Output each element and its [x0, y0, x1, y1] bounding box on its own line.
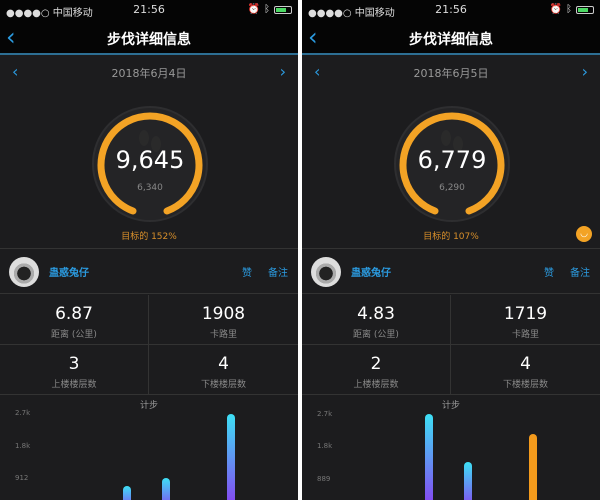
next-day-button[interactable]: › [581, 62, 588, 81]
y-tick-label: 2.7k [15, 408, 31, 417]
stat-value: 6.87 [55, 304, 93, 324]
bluetooth-icon: ᛒ [566, 4, 572, 15]
bluetooth-icon: ᛒ [264, 4, 270, 15]
clock: 21:56 [133, 3, 165, 16]
stat-value: 3 [68, 354, 80, 374]
status-icons: ⏰ ᛒ [248, 4, 292, 15]
user-row: 蛊惑兔仔 赞 备注 [302, 248, 600, 294]
step-goal: 6,290 [439, 183, 465, 193]
stat-label: 距离 (公里) [353, 330, 399, 340]
battery-icon [274, 5, 292, 14]
prev-day-button[interactable]: ‹ [12, 62, 19, 81]
stat-label: 上楼楼层数 [51, 380, 97, 390]
date-label: 2018年6月4日 [111, 67, 187, 80]
stats-grid: 4.83 距离 (公里) 1719 卡路里 2 上楼楼层数 4 下楼楼层数 [302, 295, 600, 395]
alarm-icon: ⏰ [549, 4, 562, 15]
page-title: 步伐详细信息 [107, 32, 191, 48]
clock: 21:56 [435, 3, 467, 16]
y-tick-label: 1.8k [15, 441, 31, 450]
goal-percentage: 目标的 152% [121, 232, 177, 242]
like-button[interactable]: 赞 [242, 268, 252, 279]
step-bar[interactable] [227, 413, 235, 500]
stat-label: 下楼楼层数 [200, 380, 246, 390]
step-goal: 6,340 [137, 183, 163, 193]
stat-cell: 4.83 距离 (公里) [302, 295, 451, 345]
back-button[interactable]: ‹ [308, 23, 318, 51]
note-button[interactable]: 备注 [570, 268, 590, 279]
stat-cell: 1908 卡路里 [149, 295, 298, 345]
next-day-button[interactable]: › [279, 62, 286, 81]
stat-value: 4 [520, 354, 531, 374]
step-bar[interactable] [464, 461, 472, 500]
chart-title: 计步 [441, 401, 460, 411]
stat-value: 1719 [503, 304, 548, 324]
stat-cell: 1719 卡路里 [451, 295, 600, 345]
stat-cell: 4 下楼楼层数 [149, 345, 298, 395]
y-tick-label: 1.8k [317, 442, 333, 451]
date-label: 2018年6月5日 [413, 67, 489, 80]
stat-value: 1908 [201, 304, 246, 324]
nav-bar: ‹ 步伐详细信息 [302, 20, 600, 55]
y-tick-label: 889 [317, 475, 331, 484]
chart-title: 计步 [139, 401, 158, 411]
step-bar[interactable] [529, 433, 537, 500]
step-count: 6,779 [417, 146, 487, 174]
user-name[interactable]: 蛊惑兔仔 [49, 268, 89, 279]
stat-label: 距离 (公里) [51, 330, 97, 340]
steps-chart: 计步 2.7k 1.8k 912 [0, 395, 298, 500]
back-button[interactable]: ‹ [6, 23, 16, 51]
step-bar[interactable] [162, 478, 170, 500]
stat-cell: 2 上楼楼层数 [302, 345, 451, 395]
y-tick-label: 2.7k [317, 410, 333, 419]
step-count: 9,645 [115, 146, 185, 174]
user-row: 蛊惑兔仔 赞 备注 [0, 248, 298, 294]
user-name[interactable]: 蛊惑兔仔 [351, 268, 391, 279]
avatar[interactable] [9, 257, 39, 287]
steps-ring: 6,779 6,290 [394, 106, 510, 222]
carrier: ●●●●○ 中国移动 [6, 8, 93, 19]
badge-icon[interactable]: ◡ [576, 226, 592, 242]
carrier: ●●●●○ 中国移动 [308, 8, 395, 19]
avatar[interactable] [311, 257, 341, 287]
battery-icon [576, 5, 594, 14]
nav-bar: ‹ 步伐详细信息 [0, 20, 298, 55]
page-title: 步伐详细信息 [409, 32, 493, 48]
like-button[interactable]: 赞 [544, 268, 554, 279]
stat-value: 4 [218, 354, 229, 374]
phone-screen: ●●●●○ 中国移动 21:56 ⏰ ᛒ ‹ 步伐详细信息 ‹ 2018年6月4… [0, 0, 298, 500]
stat-cell: 3 上楼楼层数 [0, 345, 149, 395]
date-selector: ‹ 2018年6月4日 › [0, 60, 298, 84]
y-tick-label: 912 [15, 473, 29, 482]
stat-cell: 4 下楼楼层数 [451, 345, 600, 395]
stat-value: 2 [370, 354, 382, 374]
stat-value: 4.83 [357, 304, 395, 324]
status-bar: ●●●●○ 中国移动 21:56 ⏰ ᛒ [0, 0, 298, 20]
steps-chart: 计步 2.7k 1.8k 889 [302, 395, 600, 500]
status-bar: ●●●●○ 中国移动 21:56 ⏰ ᛒ [302, 0, 600, 20]
step-bar[interactable] [425, 414, 433, 500]
stat-label: 下楼楼层数 [502, 380, 548, 390]
stat-label: 卡路里 [209, 330, 237, 340]
stat-cell: 6.87 距离 (公里) [0, 295, 149, 345]
stats-grid: 6.87 距离 (公里) 1908 卡路里 3 上楼楼层数 4 下楼楼层数 [0, 295, 298, 395]
progress-ring-icon [394, 106, 510, 222]
stat-label: 上楼楼层数 [353, 380, 399, 390]
step-bar[interactable] [123, 485, 131, 500]
phone-screen: ●●●●○ 中国移动 21:56 ⏰ ᛒ ‹ 步伐详细信息 ‹ 2018年6月5… [302, 0, 600, 500]
date-selector: ‹ 2018年6月5日 › [302, 60, 600, 84]
note-button[interactable]: 备注 [268, 268, 288, 279]
stat-label: 卡路里 [511, 330, 539, 340]
steps-ring: 9,645 6,340 [92, 106, 208, 222]
prev-day-button[interactable]: ‹ [314, 62, 321, 81]
goal-percentage: 目标的 107% [423, 232, 479, 242]
alarm-icon: ⏰ [247, 4, 260, 15]
progress-ring-icon [92, 106, 208, 222]
status-icons: ⏰ ᛒ [550, 4, 594, 15]
